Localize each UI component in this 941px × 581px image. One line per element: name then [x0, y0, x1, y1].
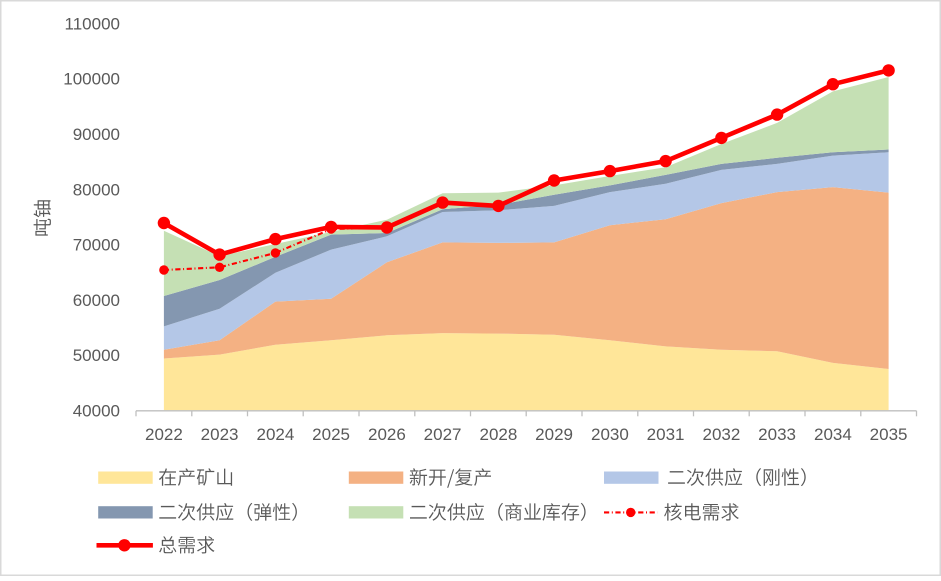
svg-text:60000: 60000	[73, 291, 120, 310]
svg-text:90000: 90000	[73, 125, 120, 144]
svg-text:100000: 100000	[63, 70, 120, 89]
svg-text:2023: 2023	[201, 425, 239, 444]
svg-text:2033: 2033	[758, 425, 796, 444]
svg-text:2031: 2031	[647, 425, 685, 444]
svg-text:2024: 2024	[256, 425, 294, 444]
svg-text:2025: 2025	[312, 425, 350, 444]
svg-text:2029: 2029	[535, 425, 573, 444]
svg-text:2034: 2034	[814, 425, 852, 444]
svg-text:2022: 2022	[145, 425, 183, 444]
svg-text:70000: 70000	[73, 236, 120, 255]
svg-text:2030: 2030	[591, 425, 629, 444]
svg-text:2035: 2035	[870, 425, 908, 444]
svg-text:40000: 40000	[73, 402, 120, 421]
svg-text:2026: 2026	[368, 425, 406, 444]
svg-text:2027: 2027	[424, 425, 462, 444]
svg-text:50000: 50000	[73, 346, 120, 365]
svg-text:2028: 2028	[479, 425, 517, 444]
svg-text:80000: 80000	[73, 180, 120, 199]
svg-text:2032: 2032	[702, 425, 740, 444]
svg-text:110000: 110000	[65, 14, 120, 33]
